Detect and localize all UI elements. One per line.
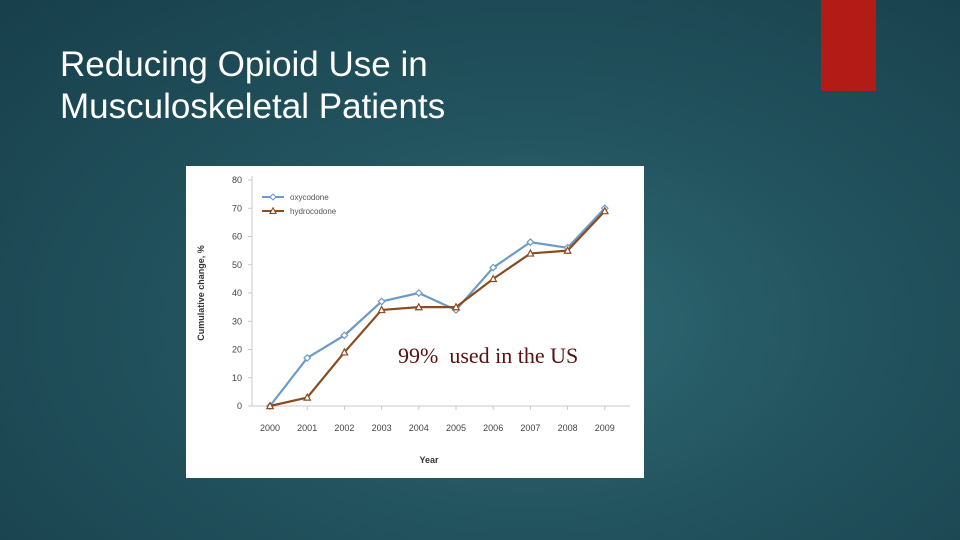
data-point-hydrocodone: [414, 302, 423, 311]
chart-panel: 0 10 20 30 40 50 60 70 80 2000 2001 2002 2003 2004 200…: [186, 166, 644, 478]
y-tick-label: 0: [237, 401, 242, 411]
x-tick-label: 2001: [297, 423, 317, 433]
data-point-hydrocodone: [526, 248, 535, 257]
series-line-oxycodone: [269, 207, 606, 407]
x-tick-label: 2009: [595, 423, 615, 433]
y-tick-label: 80: [232, 175, 242, 185]
data-point-oxycodone: [340, 331, 349, 340]
data-point-oxycodone: [377, 297, 386, 306]
y-tick-label: 10: [232, 373, 242, 383]
x-tick-label: 2007: [520, 423, 540, 433]
data-point-hydrocodone: [303, 392, 312, 401]
data-point-hydrocodone: [488, 274, 498, 283]
legend-marker-oxycodone: [269, 193, 277, 201]
legend-marker-hydrocodone: [269, 206, 277, 214]
title-line-2: Musculoskeletal Patients: [60, 87, 446, 126]
y-tick-label: 60: [232, 232, 242, 242]
title-line-1: Reducing Opioid Use in: [60, 45, 428, 84]
data-point-oxycodone: [303, 353, 312, 363]
slide-title: Reducing Opioid Use in Musculoskeletal P…: [60, 44, 700, 128]
data-point-oxycodone: [489, 263, 498, 272]
data-point-hydrocodone: [451, 302, 461, 311]
accent-bar: [821, 0, 876, 91]
x-tick-label: 2003: [372, 423, 392, 433]
data-point-hydrocodone: [377, 305, 386, 314]
x-tick-label: 2002: [334, 423, 354, 433]
series-line-hydrocodone: [269, 210, 606, 408]
x-tick-label: 2004: [409, 423, 429, 433]
legend-label-oxycodone: oxycodone: [290, 193, 329, 202]
x-tick-label: 2000: [260, 423, 280, 433]
x-axis-title: Year: [419, 455, 439, 465]
data-point-oxycodone: [526, 238, 535, 247]
data-point-hydrocodone: [563, 245, 572, 254]
y-axis-title: Cumulative change, %: [196, 245, 206, 341]
x-tick-label: 2006: [483, 423, 503, 433]
y-tick-label: 20: [232, 345, 242, 355]
annotation-text: 99% used in the US: [398, 343, 579, 368]
y-tick-label: 50: [232, 260, 242, 270]
data-point-hydrocodone: [600, 206, 610, 215]
data-point-hydrocodone: [265, 401, 275, 410]
legend-label-hydrocodone: hydrocodone: [290, 207, 337, 216]
x-tick-label: 2008: [558, 423, 578, 433]
x-tick-label: 2005: [446, 423, 466, 433]
line-chart: 0 10 20 30 40 50 60 70 80 2000 2001 2002 2003 2004 200…: [196, 175, 630, 465]
data-point-oxycodone: [414, 288, 423, 298]
data-point-hydrocodone: [340, 347, 349, 356]
y-tick-label: 70: [232, 203, 242, 213]
y-tick-label: 40: [232, 288, 242, 298]
y-tick-label: 30: [232, 316, 242, 326]
